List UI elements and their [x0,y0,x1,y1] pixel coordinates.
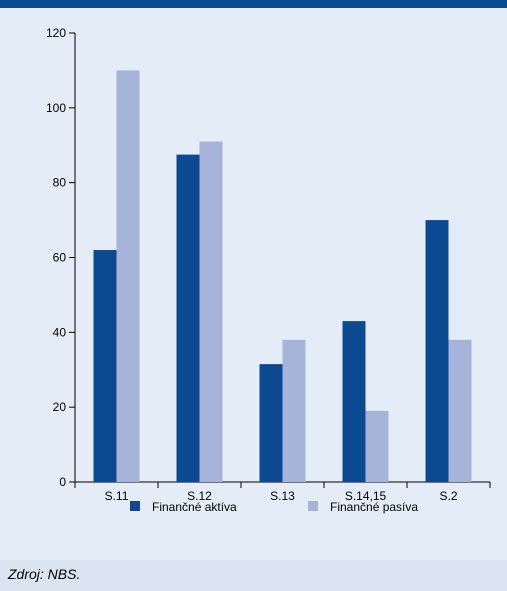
y-tick-label: 120 [46,26,66,40]
bar-pasiva-2 [282,339,306,482]
y-tick-label: 20 [53,400,67,414]
x-tick-label: S.12 [187,489,212,503]
bars [93,70,472,483]
bar-chart: 0 20 40 60 80 100 120 S.11 S.12 S.13 S.14,15 S.2 F… [46,26,491,514]
x-tick-label: S.14,15 [345,489,387,503]
bar-pasiva-4 [448,339,472,482]
y-axis: 0 20 40 60 80 100 120 [46,26,76,489]
footer-bar [0,560,507,591]
legend: Finančné aktíva Finančné pasíva [130,500,418,514]
legend-label: Finančné pasíva [330,500,418,514]
bar-pasiva-0 [116,70,140,483]
y-tick-label: 40 [53,325,67,339]
bar-pasiva-3 [365,410,389,482]
x-tick-label: S.2 [439,489,457,503]
x-tick-label: S.11 [105,489,129,503]
legend-swatch [308,501,318,511]
y-tick-label: 60 [53,251,67,265]
bar-aktiva-0 [93,250,117,482]
bar-aktiva-4 [425,220,449,483]
y-tick-label: 80 [53,176,67,190]
x-tick-label: S.13 [270,489,295,503]
bar-aktiva-1 [176,154,200,482]
y-tick-label: 100 [46,101,66,115]
bar-pasiva-1 [199,141,223,482]
bar-aktiva-2 [259,364,283,482]
x-axis: S.11 S.12 S.13 S.14,15 S.2 [74,481,491,503]
source-note: Zdroj: NBS. [8,566,81,582]
legend-swatch [130,501,140,511]
header-bar [0,0,507,8]
bar-aktiva-3 [342,321,366,482]
y-tick-label: 0 [59,475,66,489]
chart-panel [0,8,507,560]
legend-label: Finančné aktíva [152,500,237,514]
